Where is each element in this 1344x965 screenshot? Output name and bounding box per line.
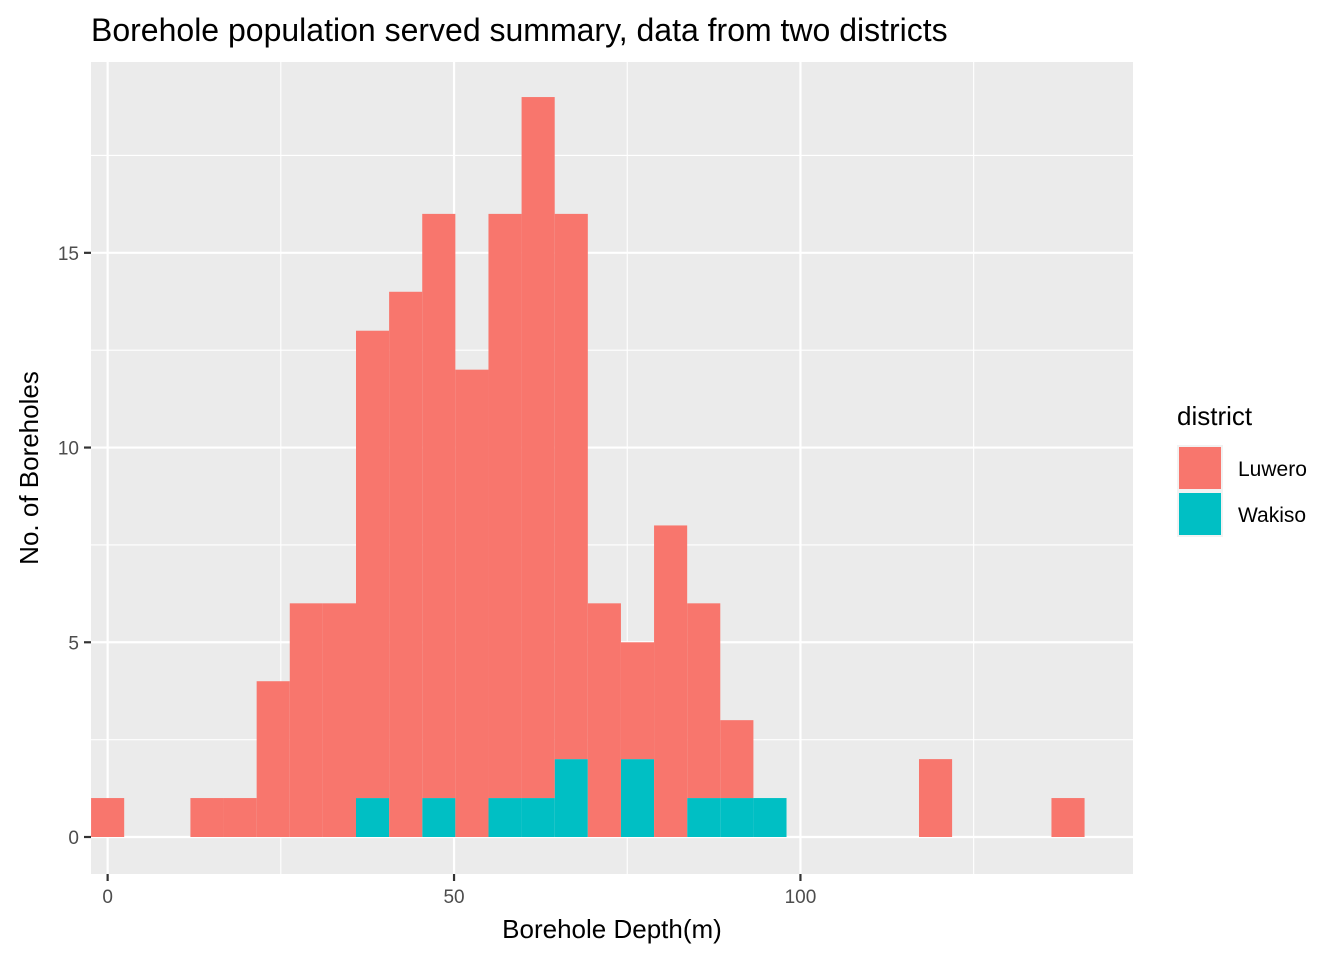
- legend-swatch-luwero: [1179, 447, 1221, 489]
- y-tick-label: 0: [68, 828, 79, 849]
- bar-luwero: [488, 213, 522, 799]
- legend-title: district: [1177, 401, 1253, 431]
- x-tick-label: 0: [102, 887, 113, 908]
- bar-luwero: [521, 97, 555, 799]
- bar-luwero: [322, 603, 357, 838]
- bar-wakiso: [687, 798, 721, 838]
- bar-wakiso: [554, 759, 588, 838]
- bars-layer: [91, 97, 1085, 838]
- bar-luwero: [687, 603, 721, 799]
- bar-wakiso: [753, 798, 787, 838]
- chart-title: Borehole population served summary, data…: [91, 12, 948, 48]
- bar-luwero: [554, 213, 588, 760]
- bar-wakiso: [422, 798, 456, 838]
- y-tick-label: 5: [68, 633, 79, 654]
- legend: district Luwero Wakiso: [1177, 401, 1307, 537]
- bar-luwero: [289, 603, 323, 838]
- bar-wakiso: [356, 798, 390, 838]
- bar-luwero: [720, 720, 754, 799]
- y-axis-title: No. of Boreholes: [14, 371, 44, 565]
- bar-luwero: [587, 603, 621, 838]
- bar-luwero: [455, 369, 489, 838]
- bar-luwero: [91, 798, 125, 838]
- bar-wakiso: [488, 798, 522, 838]
- bar-luwero: [918, 759, 953, 838]
- bar-luwero: [620, 642, 655, 760]
- bar-luwero: [1051, 798, 1085, 838]
- bar-luwero: [389, 291, 423, 838]
- bar-luwero: [190, 798, 224, 838]
- bar-luwero: [356, 330, 390, 799]
- bar-wakiso: [720, 798, 754, 838]
- legend-label-luwero: Luwero: [1238, 458, 1307, 481]
- bar-wakiso: [620, 759, 655, 838]
- x-axis-title: Borehole Depth(m): [502, 914, 722, 944]
- legend-label-wakiso: Wakiso: [1238, 504, 1306, 527]
- bar-luwero: [654, 525, 688, 838]
- y-tick-label: 10: [58, 439, 79, 460]
- legend-items: Luwero Wakiso: [1177, 445, 1307, 537]
- x-tick-label: 50: [443, 887, 464, 908]
- legend-swatch-wakiso: [1179, 493, 1221, 535]
- y-tick-label: 15: [58, 244, 79, 265]
- x-axis: 0 50 100: [102, 874, 816, 908]
- bar-luwero: [422, 213, 456, 799]
- x-tick-label: 100: [785, 887, 817, 908]
- bar-luwero: [223, 798, 257, 838]
- y-axis: 0 5 10 15: [58, 244, 91, 849]
- bar-wakiso: [521, 798, 555, 838]
- bar-luwero: [256, 681, 290, 838]
